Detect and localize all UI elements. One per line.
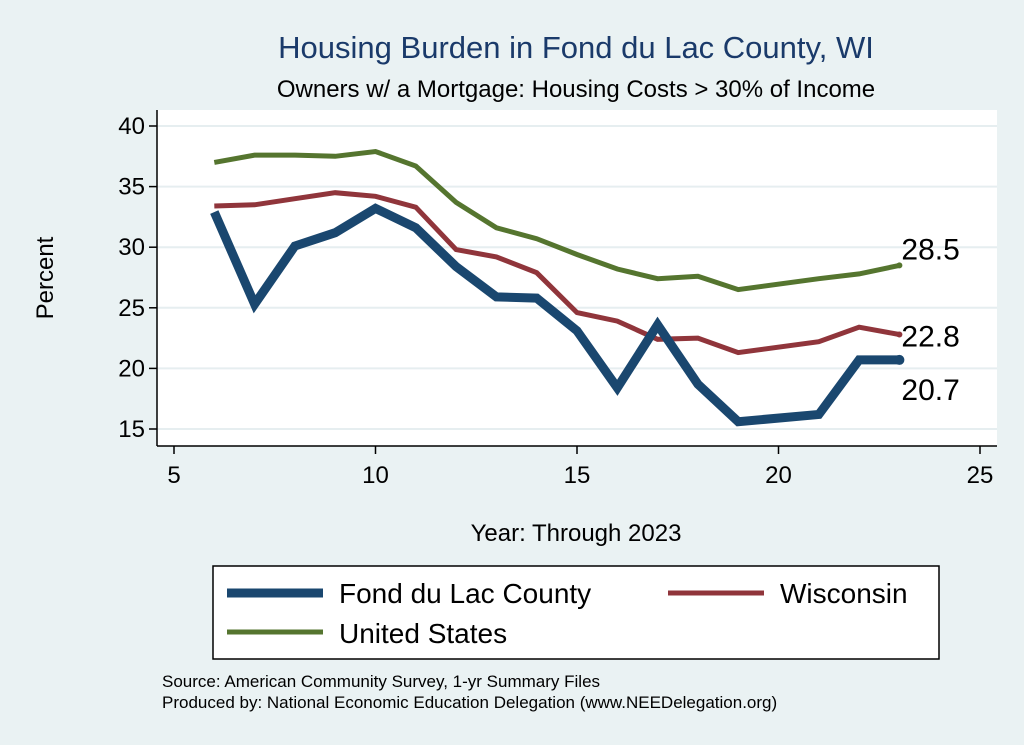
x-tick-label: 20 (765, 462, 792, 489)
y-tick-label: 40 (118, 113, 145, 140)
legend-label: Fond du Lac County (339, 578, 591, 609)
series-line-wisconsin (214, 190, 900, 356)
axes: 15 20 25 30 35 40 5 10 15 20 25 (118, 110, 997, 489)
x-tick-label: 25 (967, 462, 994, 489)
x-axis-title: Year: Through 2023 (471, 520, 682, 547)
y-axis-title: Percent (32, 236, 59, 319)
x-tick-label: 5 (167, 462, 180, 489)
y-tick-label: 35 (118, 174, 145, 201)
end-labels: 20.7 22.8 28.5 (901, 233, 959, 407)
y-tick-label: 25 (118, 295, 145, 322)
chart-title: Housing Burden in Fond du Lac County, WI (278, 30, 874, 65)
series-line-united-states (213, 148, 900, 293)
series-end-point (896, 331, 903, 338)
y-tick-label: 15 (118, 416, 145, 443)
end-label: 22.8 (901, 320, 959, 353)
source-line: Source: American Community Survey, 1-yr … (162, 672, 600, 691)
x-tick-label: 15 (564, 462, 591, 489)
series-end-point (896, 262, 903, 269)
series-end-point (894, 354, 905, 365)
legend-label: Wisconsin (780, 578, 908, 609)
y-tick-label: 20 (118, 355, 145, 382)
end-label: 20.7 (901, 374, 959, 407)
series-line-fond-du-lac-county (210, 203, 900, 427)
y-tick-label: 30 (118, 234, 145, 261)
legend-label: United States (339, 618, 507, 649)
produced-by-line: Produced by: National Economic Education… (162, 693, 777, 712)
x-tick-label: 10 (362, 462, 389, 489)
series-layer (210, 148, 905, 427)
legend-box (212, 565, 940, 660)
chart-subtitle: Owners w/ a Mortgage: Housing Costs > 30… (277, 76, 875, 103)
end-label: 28.5 (901, 233, 959, 266)
legend: Fond du Lac County Wisconsin United States (227, 578, 908, 649)
plot-area (157, 110, 997, 446)
